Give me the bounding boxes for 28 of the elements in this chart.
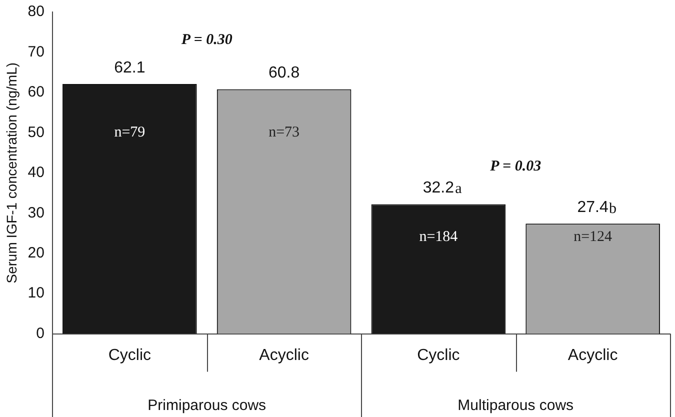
x-tick-label: Acyclic [259, 346, 309, 364]
y-tick-label: 0 [36, 324, 44, 342]
annotation: n=73 [268, 124, 300, 141]
annotation: b [609, 201, 617, 218]
annotation: n=124 [574, 229, 613, 246]
annotation: P = 0.03 [490, 158, 542, 175]
data-label: 32.2 [422, 180, 454, 197]
text: Multiparous cows [458, 397, 574, 414]
y-tick-label: 30 [28, 204, 44, 222]
y-tick-label: 10 [28, 284, 44, 302]
x-tick-label: Cyclic [417, 346, 460, 364]
y-tick-label: 60 [28, 84, 44, 101]
y-tick-label: 50 [28, 124, 44, 141]
annotation: P = 0.30 [181, 32, 233, 48]
x-tick-label: Acyclic [568, 346, 618, 364]
text: Primiparous cows [148, 397, 266, 414]
x-tick-label: Cyclic [108, 346, 152, 364]
data-label: 62.1 [114, 59, 146, 76]
y-tick-label: 70 [28, 43, 44, 60]
y-axis-title: Serum IGF-1 concentration (ng/mL) [3, 62, 20, 284]
y-tick-label: 40 [28, 164, 44, 182]
y-tick-label: 80 [28, 3, 44, 20]
data-label: 60.8 [268, 64, 300, 82]
annotation: n=79 [114, 124, 146, 141]
y-tick-label: 20 [28, 244, 44, 262]
data-label: 27.4 [577, 198, 608, 216]
annotation: a [455, 180, 462, 197]
annotation: n=184 [419, 229, 458, 246]
